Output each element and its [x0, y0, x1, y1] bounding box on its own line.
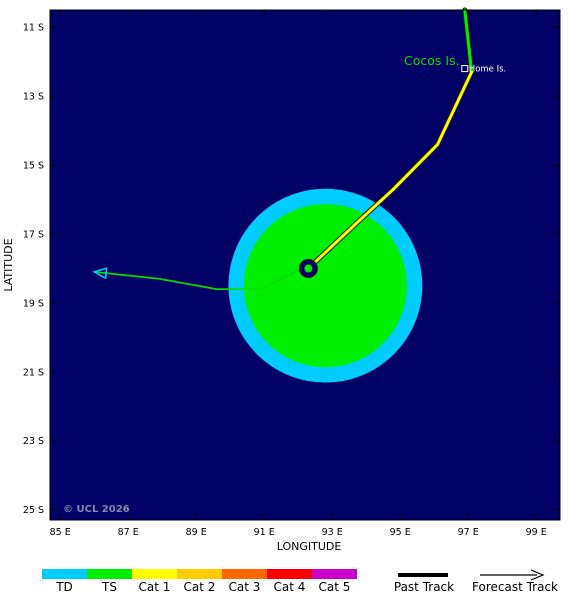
y-tick-label: 11 S: [23, 23, 44, 34]
legend-label: Cat 5: [319, 580, 351, 594]
y-tick-label: 13 S: [23, 92, 44, 103]
place-label-cocos: Cocos Is.: [404, 53, 460, 68]
x-tick-label: 87 E: [118, 527, 139, 538]
past-track-segment: [391, 142, 440, 191]
y-tick-label: 15 S: [23, 161, 44, 172]
past-track-segment: [463, 8, 474, 74]
legend-swatch-cat-2: [177, 569, 222, 579]
wind-radii-layer: [228, 188, 423, 383]
x-tick-label: 91 E: [254, 527, 275, 538]
x-axis: 85 E 87 E 89 E 91 E 93 E 95 E 97 E 99 E: [50, 10, 547, 538]
home-island-marker: [461, 65, 469, 73]
legend-swatch-cat-3: [222, 569, 267, 579]
legend-label: TD: [55, 580, 73, 594]
x-axis-title: LONGITUDE: [277, 540, 342, 553]
past-track-segment: [436, 70, 474, 146]
x-tick-label: 99 E: [526, 527, 547, 538]
y-tick-label: 21 S: [23, 367, 44, 378]
legend-label: Cat 3: [229, 580, 261, 594]
x-tick-label: 95 E: [390, 527, 411, 538]
y-tick-label: 23 S: [23, 436, 44, 447]
legend-label: TS: [101, 580, 117, 594]
past-track-segment: [306, 222, 358, 270]
y-axis-title: LATITUDE: [2, 238, 15, 291]
legend-swatch-cat-4: [267, 569, 312, 579]
legend-swatch-cat-1: [132, 569, 177, 579]
x-tick-label: 85 E: [50, 527, 71, 538]
y-tick-label: 17 S: [23, 229, 44, 240]
legend-label: Cat 2: [184, 580, 216, 594]
legend-swatch-ts: [87, 569, 132, 579]
legend-swatch-td: [42, 569, 87, 579]
legend-label: Cat 1: [139, 580, 171, 594]
map-frame: [49, 9, 561, 521]
x-tick-label: 89 E: [186, 527, 207, 538]
forecast-track-arrowhead: [92, 267, 108, 280]
forecast-track-legend-label: Forecast Track: [472, 580, 558, 594]
y-tick-label: 25 S: [23, 505, 44, 516]
past-track-legend-label: Past Track: [394, 580, 454, 594]
wind-radius-ts: [243, 204, 407, 368]
y-axis: 11 S 13 S 15 S 17 S 19 S 21 S 23 S 25 S: [23, 23, 560, 516]
storm-center-eye: [304, 264, 313, 273]
place-label-home-island: Home Is.: [469, 65, 506, 75]
past-track-segment: [354, 187, 395, 226]
legend-label: Cat 4: [274, 580, 306, 594]
x-tick-label: 93 E: [322, 527, 343, 538]
forecast-track-line: [94, 267, 309, 291]
track-layer: [92, 7, 475, 291]
forecast-track-legend-arrowhead: [530, 569, 545, 581]
x-tick-label: 97 E: [458, 527, 479, 538]
legend-category-scale: TD TS Cat 1 Cat 2 Cat 3 Cat 4 Cat 5: [42, 569, 357, 594]
y-tick-label: 19 S: [23, 298, 44, 309]
legend-swatch-cat-5: [312, 569, 357, 579]
copyright-text: © UCL 2026: [63, 504, 130, 515]
